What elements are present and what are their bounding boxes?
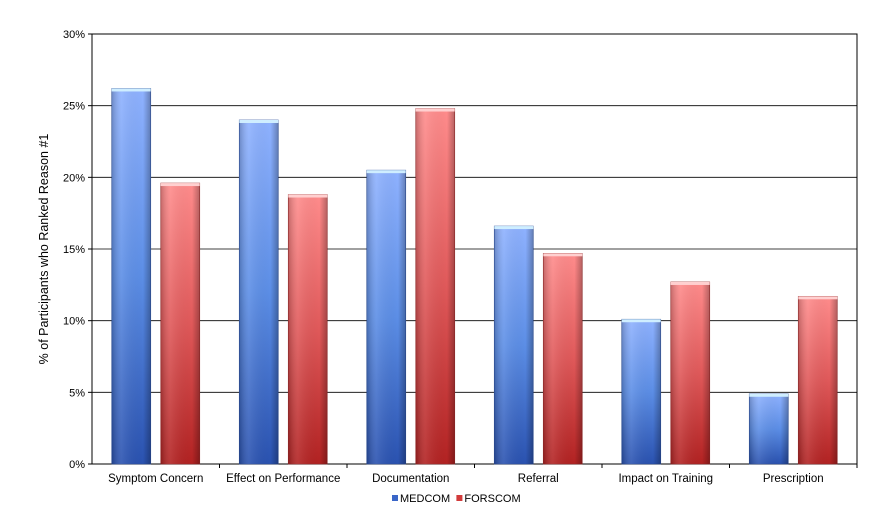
bar-cap xyxy=(670,281,710,285)
bar-cap xyxy=(239,120,279,123)
bar-medcom-2 xyxy=(366,169,407,465)
x-tick-label: Referral xyxy=(518,473,559,485)
bar-shade xyxy=(366,170,406,464)
bar-cap xyxy=(288,194,328,198)
bar-forscom-0 xyxy=(160,182,201,465)
bar-shade xyxy=(160,183,200,465)
legend: MEDCOM FORSCOM xyxy=(392,493,521,505)
y-tick-label: 20% xyxy=(63,172,85,184)
bar-cap xyxy=(621,319,661,323)
legend-swatch-medcom xyxy=(392,495,398,501)
bar-shade xyxy=(415,108,455,465)
bar-shade xyxy=(749,393,789,464)
gridlines xyxy=(92,105,857,393)
bar-cap xyxy=(415,108,455,112)
x-tick-label: Documentation xyxy=(372,473,449,485)
bar-forscom-4 xyxy=(670,281,711,465)
bar-shade xyxy=(670,281,710,464)
bar-shade xyxy=(288,194,328,465)
bar-cap xyxy=(494,226,534,230)
y-tick-label: 15% xyxy=(63,244,85,256)
bar-medcom-1 xyxy=(238,119,279,465)
bar-cap xyxy=(160,183,200,187)
bar-forscom-3 xyxy=(542,253,583,465)
bar-shade xyxy=(798,296,838,464)
y-tick-label: 0% xyxy=(69,459,85,471)
bar-medcom-3 xyxy=(493,225,534,465)
y-tick-label: 25% xyxy=(63,101,85,113)
bar-forscom-1 xyxy=(287,194,328,465)
bar-medcom-5 xyxy=(748,393,789,465)
bar-medcom-4 xyxy=(621,318,662,465)
legend-label-forscom: FORSCOM xyxy=(464,493,520,505)
x-tick-label: Impact on Training xyxy=(618,473,713,485)
x-axis-labels: Symptom Concern Effect on Performance Docu… xyxy=(108,464,858,485)
y-tick-label: 10% xyxy=(63,316,85,328)
bar-medcom-0 xyxy=(111,88,152,465)
bar-forscom-2 xyxy=(415,108,456,465)
bar-shade xyxy=(239,120,279,464)
y-tick-label: 5% xyxy=(69,387,85,399)
x-tick-label: Prescription xyxy=(763,473,824,485)
y-tick-label: 30% xyxy=(63,29,85,41)
y-axis-ticks: 0% 5% 10% 15% 20% 25% 30% xyxy=(63,29,92,471)
bar-cap xyxy=(111,88,151,92)
bar-cap xyxy=(543,253,583,257)
bar-shade xyxy=(494,226,534,464)
x-tick-label: Effect on Performance xyxy=(226,473,340,485)
x-tick-label: Symptom Concern xyxy=(108,473,203,485)
legend-label-medcom: MEDCOM xyxy=(400,493,450,505)
bar-cap xyxy=(798,296,838,300)
bar-cap xyxy=(749,393,789,397)
bar-forscom-5 xyxy=(797,295,838,465)
bar-shade xyxy=(621,319,661,464)
bar-shade xyxy=(111,88,151,464)
legend-swatch-forscom xyxy=(456,495,463,501)
y-axis-title: % of Participants who Ranked Reason #1 xyxy=(37,134,51,365)
bar-cap xyxy=(366,170,406,174)
bar-shade xyxy=(543,253,583,464)
bars xyxy=(111,88,838,465)
